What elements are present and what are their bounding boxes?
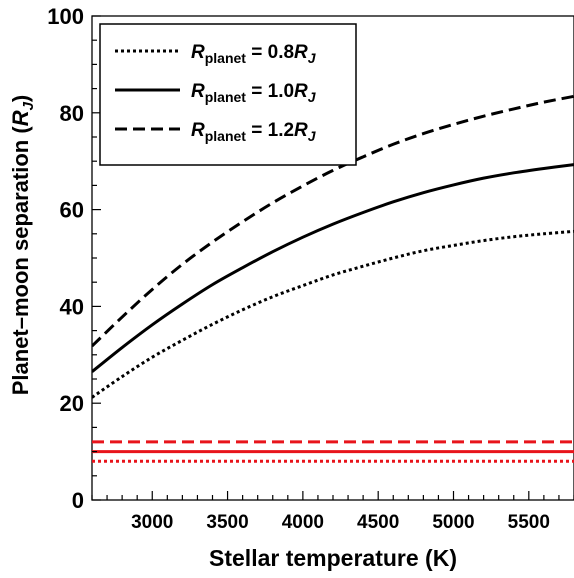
x-axis-ticks: 3000 3500 4000 4500 5000 5500 — [91, 491, 574, 533]
y-tick-label: 80 — [60, 101, 84, 126]
y-tick-label: 60 — [60, 198, 84, 223]
series-line-2 — [92, 94, 574, 348]
legend: Rplanet = 0.8RJ Rplanet = 1.0RJ Rplanet = … — [99, 23, 357, 166]
x-tick-label: 3000 — [131, 512, 173, 533]
legend-label: Rplanet = 1.2RJ — [191, 120, 317, 144]
y-axis-label-text: Planet–moon separation — [8, 140, 33, 396]
series-line-0 — [92, 229, 574, 399]
legend-label: Rplanet = 1.0RJ — [191, 81, 317, 105]
y-tick-label: 40 — [60, 294, 84, 319]
x-tick-label: 5000 — [432, 512, 474, 533]
x-tick-label: 4000 — [282, 512, 324, 533]
series-line-1 — [92, 163, 574, 373]
x-tick-label: 5500 — [508, 512, 550, 533]
series-lines — [92, 94, 574, 463]
y-axis-unit-symbol: R — [8, 110, 33, 126]
legend-box — [99, 23, 357, 166]
x-tick-label: 3500 — [206, 512, 248, 533]
y-tick-label: 20 — [60, 391, 84, 416]
y-axis-ticks: 0 20 40 60 80 100 — [47, 4, 101, 513]
y-tick-label: 100 — [47, 4, 84, 29]
legend-label: Rplanet = 0.8RJ — [191, 42, 317, 66]
x-tick-label: 4500 — [357, 512, 399, 533]
y-axis-unit-subscript: J — [20, 101, 37, 110]
y-axis-label: Planet–moon separation (RJ) — [8, 95, 37, 396]
x-axis-label: Stellar temperature (K) — [209, 545, 457, 571]
y-tick-label: 0 — [72, 488, 84, 513]
